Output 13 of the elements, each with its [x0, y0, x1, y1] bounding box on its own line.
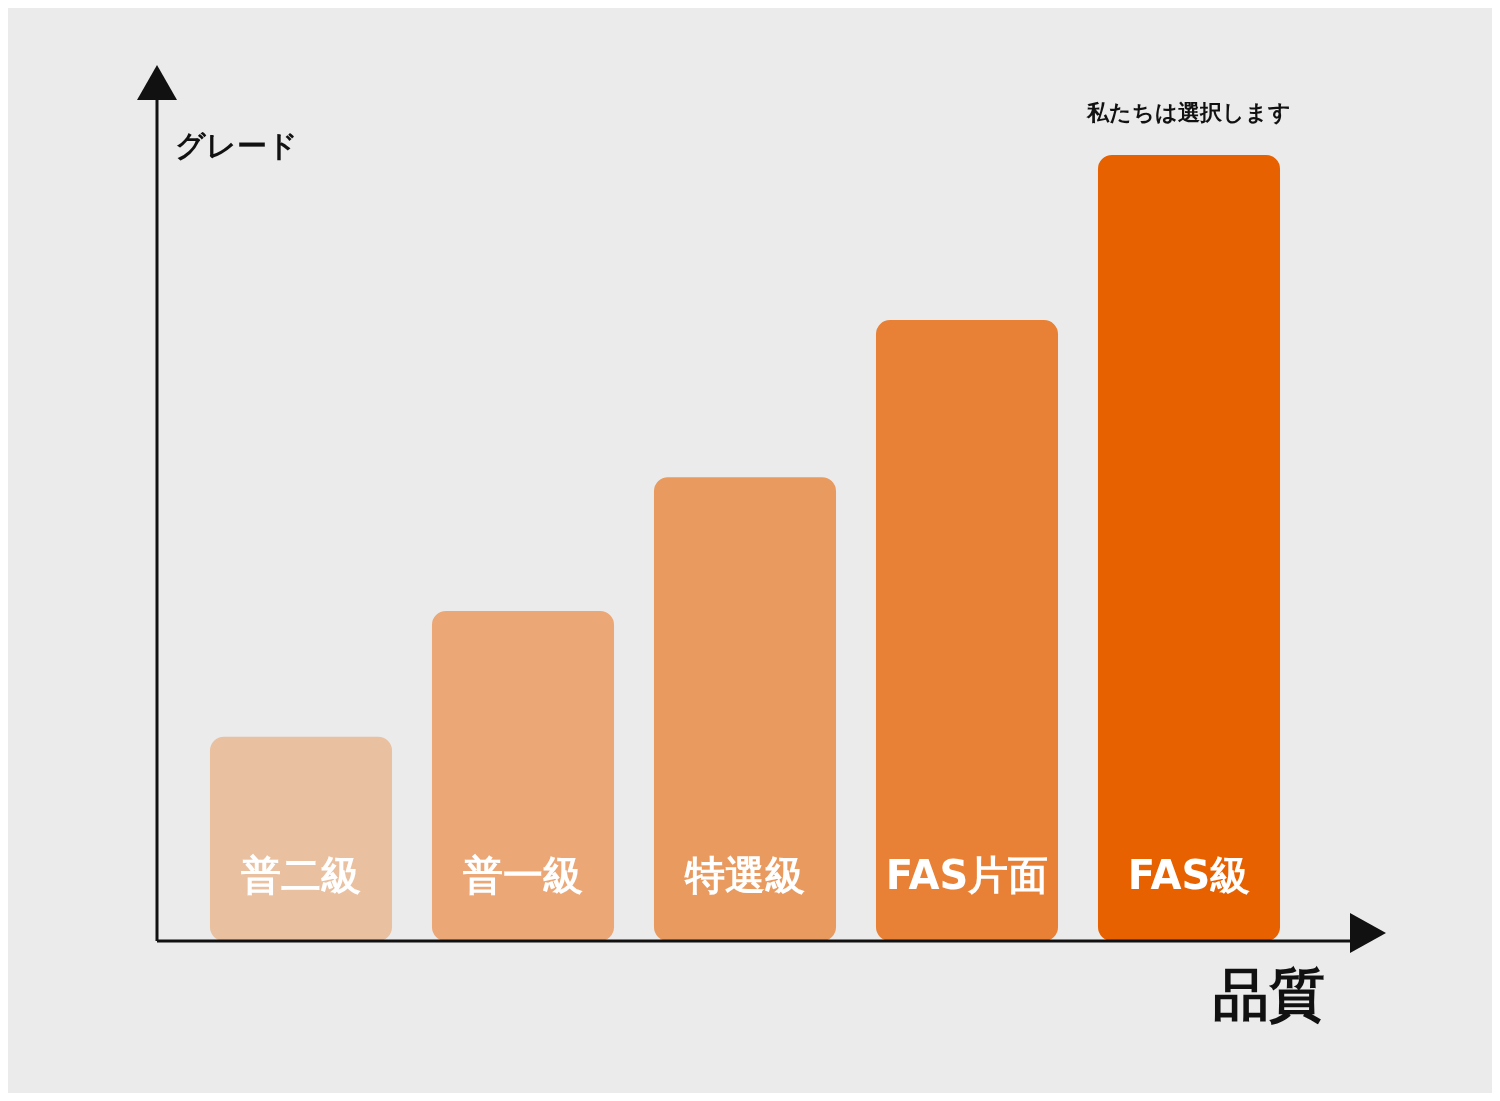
x-tick-label: FAS片面	[885, 852, 1049, 899]
bar	[875, 320, 1059, 941]
x-axis-title: 品質	[1213, 961, 1325, 1029]
bar	[431, 610, 615, 941]
bar	[1097, 155, 1281, 941]
x-tick-label: FAS級	[1127, 852, 1251, 899]
annotation: 私たちは選択します	[1086, 99, 1291, 125]
x-tick-label: 普一級	[463, 852, 583, 899]
x-tick-label: 普二級	[241, 852, 361, 899]
y-axis-title: グレード	[175, 127, 298, 165]
x-tick-label: 特選級	[684, 852, 805, 899]
bar	[209, 736, 393, 941]
bar	[653, 477, 837, 941]
